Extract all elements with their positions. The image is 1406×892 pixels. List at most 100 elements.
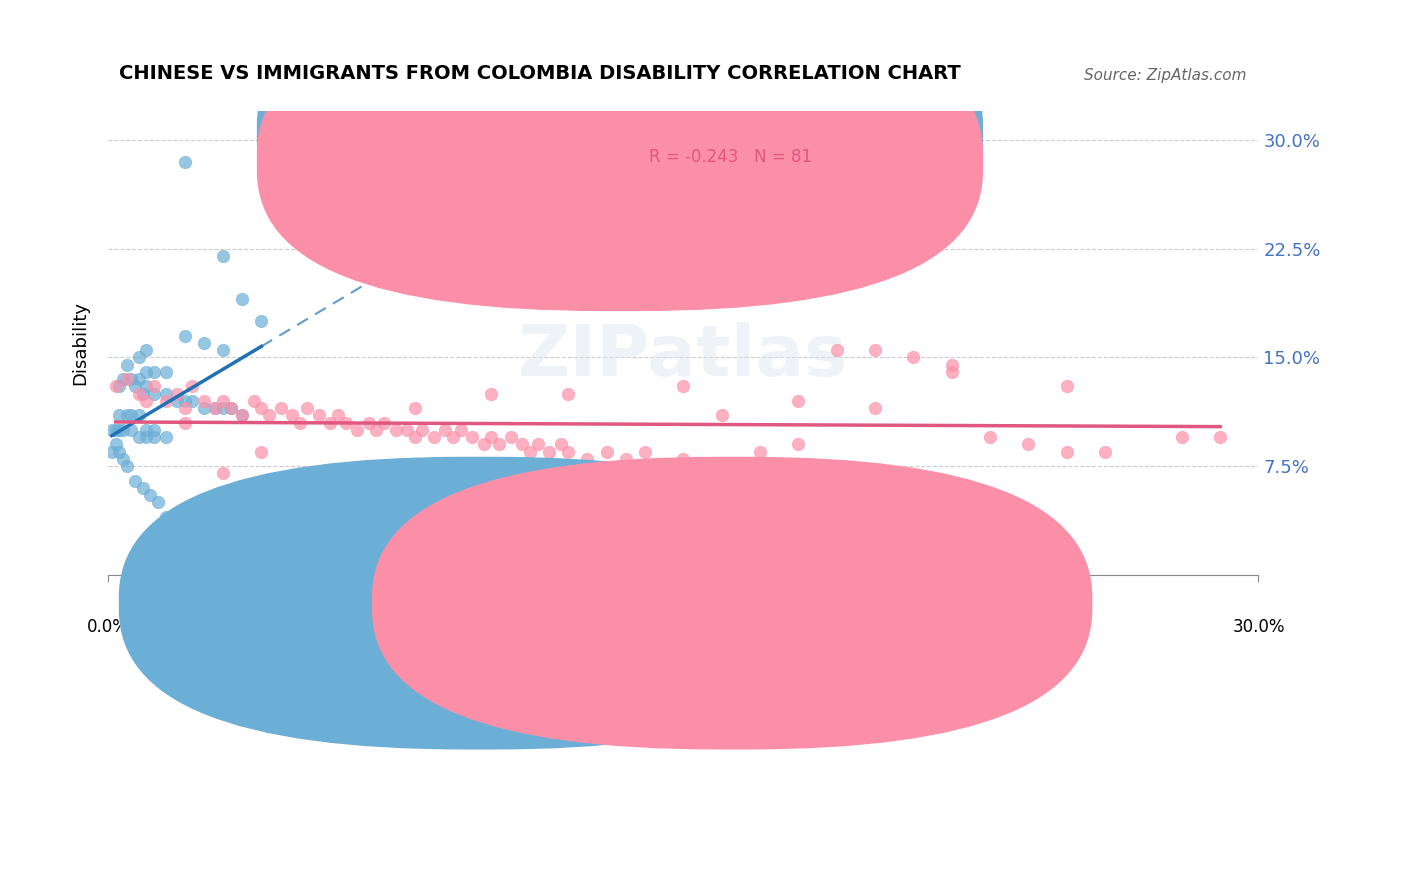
Point [576,451,599,466]
Point [204,401,226,416]
Point [173,393,195,408]
Point [357,416,380,430]
Point [143,386,166,401]
Point [135,423,157,437]
Point [162,524,184,539]
Point [181,393,204,408]
Point [1056,379,1078,393]
Point [510,437,533,451]
Point [173,154,195,169]
FancyBboxPatch shape [120,458,838,748]
Point [557,386,579,401]
Point [155,393,177,408]
Point [595,444,617,458]
Point [472,437,495,451]
Point [212,343,235,358]
Point [550,437,572,451]
Point [481,386,503,401]
Point [519,444,541,458]
Point [104,437,127,451]
Point [173,328,195,343]
FancyBboxPatch shape [257,13,983,310]
Point [366,423,388,437]
Point [143,365,166,379]
Point [115,409,138,423]
Point [219,401,242,416]
Point [128,372,150,386]
Point [173,401,195,416]
Point [115,358,138,372]
Point [537,444,560,458]
Point [104,379,127,393]
Point [155,365,177,379]
Point [108,409,131,423]
Point [131,386,153,401]
Point [346,423,368,437]
Point [270,401,292,416]
Point [319,416,342,430]
Point [143,430,166,444]
Point [212,249,235,263]
Point [104,423,127,437]
Point [139,488,162,502]
Point [297,401,319,416]
Point [108,423,131,437]
Point [115,372,138,386]
Point [903,351,925,365]
Point [672,451,695,466]
Point [941,358,963,372]
Point [146,495,169,509]
Point [166,386,188,401]
Point [863,401,886,416]
Point [135,393,157,408]
Point [250,401,273,416]
FancyBboxPatch shape [257,0,983,283]
Text: 0.0%: 0.0% [87,618,129,636]
Point [396,423,419,437]
Point [219,401,242,416]
Point [257,409,280,423]
Point [1171,430,1194,444]
Point [112,372,135,386]
Point [143,379,166,393]
Point [499,430,522,444]
Point [231,409,253,423]
Point [288,416,311,430]
Point [212,401,235,416]
Point [461,430,484,444]
Point [434,423,457,437]
Text: ZIPatlas: ZIPatlas [519,322,848,392]
Point [193,393,215,408]
Text: Chinese: Chinese [512,607,578,625]
Point [526,437,548,451]
Point [155,430,177,444]
Point [710,459,733,474]
Point [212,467,235,481]
Point [557,444,579,458]
Point [112,451,135,466]
Point [411,423,433,437]
Point [787,437,810,451]
Point [288,488,311,502]
Point [366,509,388,524]
Text: CHINESE VS IMMIGRANTS FROM COLOMBIA DISABILITY CORRELATION CHART: CHINESE VS IMMIGRANTS FROM COLOMBIA DISA… [120,64,962,83]
Point [335,416,357,430]
Point [450,423,472,437]
Point [1209,430,1232,444]
FancyBboxPatch shape [373,458,1091,748]
Point [193,335,215,350]
Text: 30.0%: 30.0% [1232,618,1285,636]
Point [112,423,135,437]
Point [193,401,215,416]
Point [308,409,330,423]
Point [124,379,146,393]
Point [101,423,124,437]
Point [242,393,264,408]
Point [135,365,157,379]
Point [108,444,131,458]
Point [155,509,177,524]
Point [204,401,226,416]
Point [326,481,349,495]
Point [135,343,157,358]
Point [170,539,193,553]
